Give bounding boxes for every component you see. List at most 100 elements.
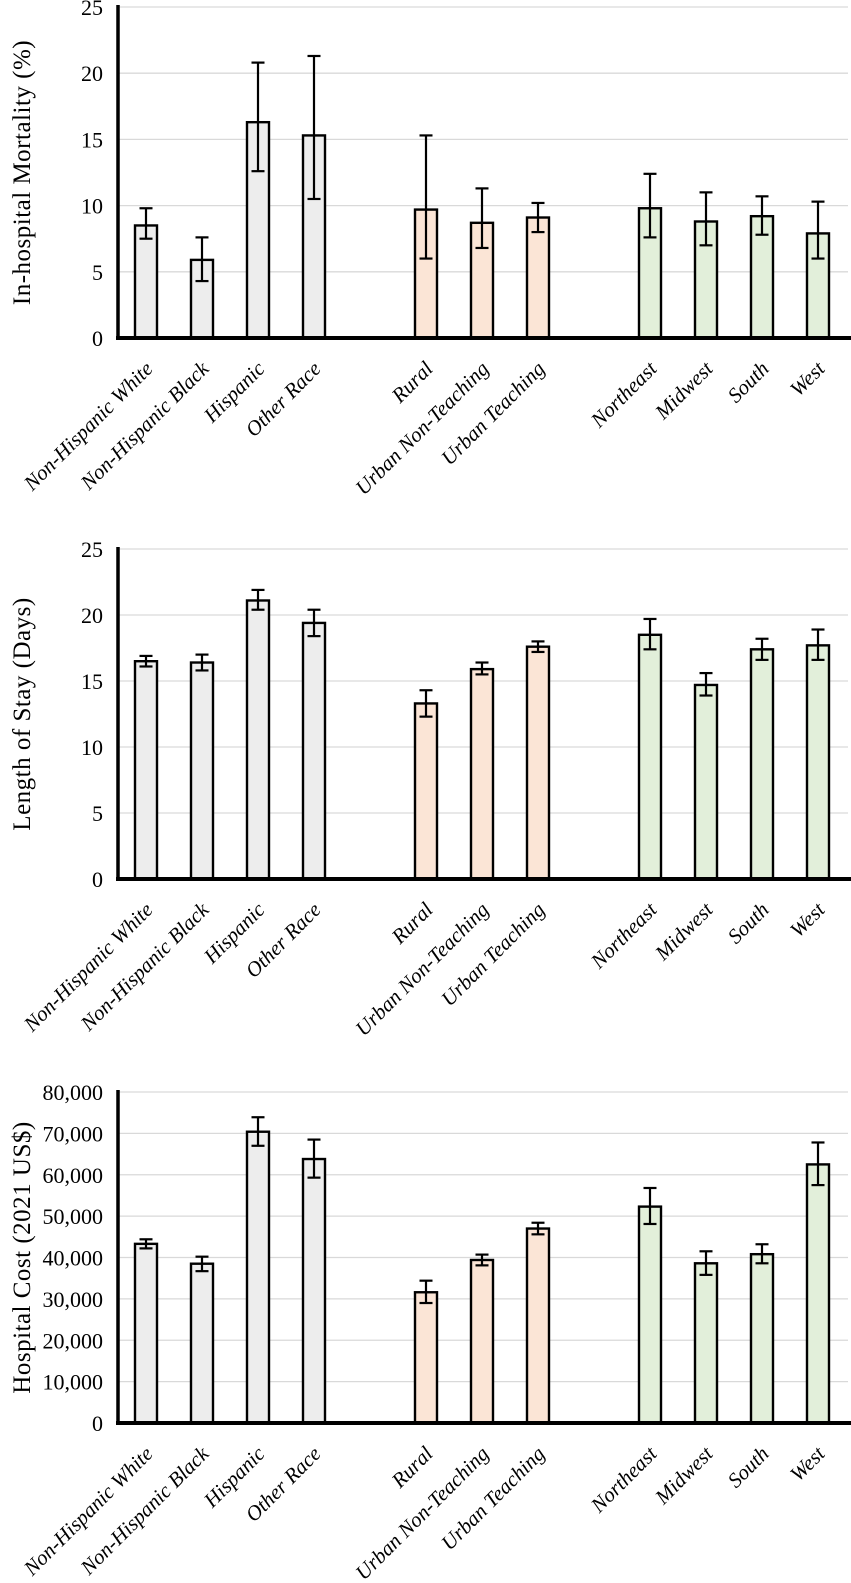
y-axis-title-length-of-stay-days: Length of Stay (Days) — [9, 597, 36, 830]
bar-northeast — [637, 633, 663, 881]
bar-urban-teaching — [525, 216, 551, 340]
bar-urban-non-teaching — [469, 667, 495, 881]
x-label-midwest: Midwest — [650, 1441, 719, 1510]
error-bar-rural — [419, 134, 433, 260]
error-bar-other-race — [307, 608, 321, 638]
x-label-northeast: Northeast — [585, 897, 662, 974]
x-label-south: South — [723, 1442, 774, 1493]
error-bar-hispanic — [251, 61, 265, 173]
x-label-rural: Rural — [386, 356, 438, 408]
error-bar-hispanic — [251, 588, 265, 611]
bar-northeast — [637, 1205, 663, 1425]
error-bar-other-race — [307, 54, 321, 201]
y-tick-5: 5 — [92, 801, 103, 826]
y-tick-15: 15 — [81, 669, 103, 694]
error-bar-northeast — [643, 617, 657, 651]
bar-midwest — [693, 683, 719, 881]
y-tick-80-000: 80,000 — [43, 1080, 104, 1105]
error-bar-midwest — [699, 191, 713, 247]
error-bar-urban-teaching — [531, 640, 545, 654]
bar-urban-teaching — [525, 645, 551, 881]
error-bar-west — [811, 1141, 825, 1187]
y-tick-25: 25 — [81, 0, 103, 20]
error-bar-south — [755, 195, 769, 236]
error-bar-midwest — [699, 671, 713, 697]
x-label-northeast: Northeast — [585, 356, 662, 433]
bar-midwest — [693, 1262, 719, 1425]
error-bar-west — [811, 628, 825, 661]
x-label-west: West — [785, 897, 830, 942]
bar-rural — [413, 702, 439, 881]
error-bar-south — [755, 637, 769, 661]
y-tick-25: 25 — [81, 537, 103, 562]
y-tick-0: 0 — [92, 326, 103, 351]
error-bar-non-hispanic-white — [139, 207, 153, 240]
bar-non-hispanic-white — [133, 660, 159, 881]
y-axis-title-hospital-cost-2021-us: Hospital Cost (2021 US$) — [9, 1121, 36, 1393]
error-bar-non-hispanic-white — [139, 1238, 153, 1250]
error-bar-rural — [419, 689, 433, 718]
x-label-rural: Rural — [386, 1441, 438, 1493]
y-axis-title-in-hospital-mortality: In-hospital Mortality (%) — [9, 40, 36, 305]
y-tick-0: 0 — [92, 1411, 103, 1436]
y-tick-5: 5 — [92, 260, 103, 285]
x-label-west: West — [785, 1441, 830, 1486]
error-bar-urban-non-teaching — [475, 187, 489, 250]
x-label-midwest: Midwest — [650, 356, 719, 425]
bar-non-hispanic-white — [133, 224, 159, 340]
bar-rural — [413, 1291, 439, 1425]
x-label-midwest: Midwest — [650, 897, 719, 966]
error-bar-urban-teaching — [531, 201, 545, 234]
bar-hispanic — [245, 599, 271, 881]
y-tick-50-000: 50,000 — [43, 1204, 104, 1229]
bar-urban-teaching — [525, 1227, 551, 1425]
bar-south — [749, 1252, 775, 1425]
y-tick-15: 15 — [81, 127, 103, 152]
error-bar-south — [755, 1243, 769, 1265]
error-bar-urban-teaching — [531, 1221, 545, 1236]
error-bar-hispanic — [251, 1116, 265, 1147]
error-bar-non-hispanic-black — [195, 236, 209, 283]
x-label-west: West — [785, 356, 830, 401]
error-bar-non-hispanic-black — [195, 653, 209, 672]
y-tick-60-000: 60,000 — [43, 1163, 104, 1188]
error-bar-urban-non-teaching — [475, 1253, 489, 1267]
x-label-south: South — [723, 357, 774, 408]
y-tick-30-000: 30,000 — [43, 1287, 104, 1312]
y-tick-0: 0 — [92, 867, 103, 892]
bar-west — [805, 644, 831, 881]
bar-south — [749, 648, 775, 881]
y-tick-70-000: 70,000 — [43, 1121, 104, 1146]
error-bar-non-hispanic-black — [195, 1255, 209, 1273]
y-tick-20: 20 — [81, 603, 103, 628]
bar-hispanic — [245, 1130, 271, 1425]
error-bar-northeast — [643, 172, 657, 239]
bar-urban-non-teaching — [469, 1258, 495, 1425]
y-tick-20: 20 — [81, 61, 103, 86]
bar-non-hispanic-white — [133, 1242, 159, 1425]
bar-other-race — [301, 1157, 327, 1425]
y-tick-40-000: 40,000 — [43, 1246, 104, 1271]
error-bar-west — [811, 200, 825, 260]
error-bar-urban-non-teaching — [475, 661, 489, 676]
error-bar-northeast — [643, 1186, 657, 1226]
error-bar-non-hispanic-white — [139, 654, 153, 668]
y-tick-10: 10 — [81, 735, 103, 760]
bar-other-race — [301, 621, 327, 881]
error-bar-rural — [419, 1279, 433, 1305]
y-tick-10-000: 10,000 — [43, 1370, 104, 1395]
x-label-south: South — [723, 898, 774, 949]
y-tick-10: 10 — [81, 194, 103, 219]
x-label-rural: Rural — [386, 897, 438, 949]
bar-non-hispanic-black — [189, 661, 215, 881]
error-bar-midwest — [699, 1250, 713, 1276]
error-bar-other-race — [307, 1138, 321, 1179]
bar-west — [805, 1163, 831, 1425]
bar-non-hispanic-black — [189, 1262, 215, 1425]
x-label-northeast: Northeast — [585, 1441, 662, 1518]
